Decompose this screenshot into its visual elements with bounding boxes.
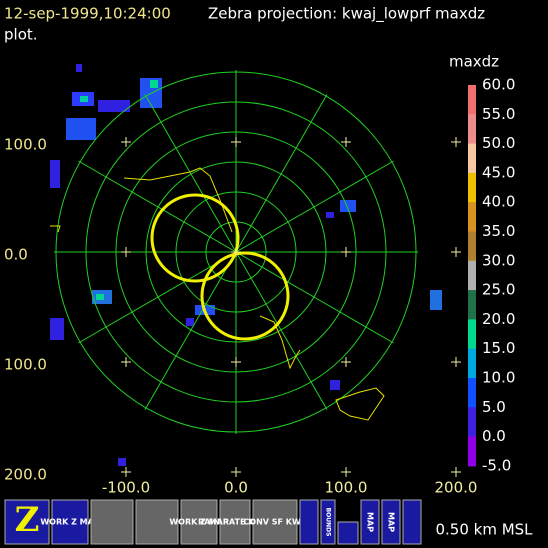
button-label[interactable]: WORK Z MAP	[169, 518, 229, 527]
colorbar-label: 55.0	[482, 105, 515, 123]
button[interactable]	[402, 499, 422, 545]
colorbar-segment	[468, 143, 476, 174]
colorbar-label: 0.0	[482, 427, 506, 445]
status: 0.50 km MSL	[435, 521, 533, 539]
zebra-button[interactable]	[4, 499, 50, 545]
button[interactable]	[180, 499, 218, 545]
colorbar-title: maxdz	[449, 53, 499, 71]
colorbar-segment	[468, 114, 476, 145]
x-axis-label: 0.0	[224, 479, 248, 497]
colorbar-label: 40.0	[482, 193, 515, 211]
grid-marker	[341, 467, 351, 477]
colorbar-label: 45.0	[482, 163, 515, 181]
grid-marker	[451, 247, 461, 257]
grid-marker	[231, 357, 241, 367]
grid-marker	[121, 247, 131, 257]
grid-marker	[451, 137, 461, 147]
colorbar-label: -5.0	[482, 456, 511, 474]
colorbar-segment	[468, 85, 476, 115]
colorbar-label: 15.0	[482, 339, 515, 357]
grid-marker	[341, 137, 351, 147]
range-circles	[150, 193, 290, 341]
x-axis-label: 200.0	[435, 479, 478, 497]
grid-marker	[121, 357, 131, 367]
grid-marker	[451, 357, 461, 367]
colorbar-label: 20.0	[482, 310, 515, 328]
colorbar-label: 30.0	[482, 251, 515, 269]
colorbar-segment	[468, 407, 476, 438]
colorbar-label: 50.0	[482, 134, 515, 152]
coastline	[50, 167, 385, 421]
grid-marker	[121, 467, 131, 477]
y-axis-label: 200.0	[4, 466, 47, 484]
grid-marker	[341, 247, 351, 257]
timestamp: 12-sep-1999,10:24:00	[4, 5, 171, 23]
button[interactable]	[252, 499, 298, 545]
zebra-logo: Z	[15, 500, 40, 540]
button[interactable]	[320, 499, 336, 545]
grid-marker	[451, 467, 461, 477]
toolbar: Z WORK Z MAP RAIN RATE KWAJ WORK Z MAP C…	[4, 499, 533, 545]
y-axis-label: 100.0	[4, 136, 47, 154]
colorbar-label: 35.0	[482, 222, 515, 240]
colorbar-segment	[468, 378, 476, 408]
title: Zebra projection: kwaj_lowprf maxdz	[208, 5, 485, 24]
grid-marker	[231, 467, 241, 477]
button[interactable]	[381, 499, 401, 545]
x-axis-label: -100.0	[102, 479, 150, 497]
colorbar-segment	[468, 260, 476, 291]
colorbar-segment	[468, 172, 476, 203]
grid-marker	[231, 137, 241, 147]
colorbar-label: 60.0	[482, 76, 515, 94]
colorbar-segment	[468, 231, 476, 262]
colorbar: 60.0 55.0 50.0 45.0 40.0 35.0 30.0 25.0 20.0 15.0…	[468, 76, 515, 474]
button-label[interactable]: WORK Z MAP	[40, 518, 100, 527]
button-label[interactable]: RAIN RATE KWAJ	[198, 518, 272, 527]
colorbar-segment	[468, 436, 476, 467]
x-axis-label: 100.0	[325, 479, 368, 497]
grid-marker	[231, 247, 241, 257]
grid-marker	[341, 357, 351, 367]
button[interactable]	[90, 499, 134, 545]
button-label[interactable]: BOUNDS	[325, 508, 332, 537]
button[interactable]	[135, 499, 179, 545]
colorbar-label: 25.0	[482, 281, 515, 299]
colorbar-label: 5.0	[482, 398, 506, 416]
button-label[interactable]: MAP	[366, 512, 375, 532]
y-axis-label: 0.0	[4, 246, 28, 264]
colorbar-segment	[468, 319, 476, 350]
button[interactable]	[299, 499, 319, 545]
button[interactable]	[360, 499, 380, 545]
button[interactable]	[51, 499, 89, 545]
title-wrap: plot.	[4, 26, 38, 44]
y-axis-label: 100.0	[4, 356, 47, 374]
colorbar-label: 10.0	[482, 369, 515, 387]
button-label[interactable]: CONV SF KWA	[243, 518, 307, 527]
colorbar-segment	[468, 290, 476, 320]
button[interactable]	[219, 499, 251, 545]
button-label[interactable]: MAP	[387, 512, 396, 532]
colorbar-segment	[468, 202, 476, 232]
colorbar-segment	[468, 348, 476, 379]
button[interactable]	[337, 521, 359, 545]
grid-marker	[121, 137, 131, 147]
